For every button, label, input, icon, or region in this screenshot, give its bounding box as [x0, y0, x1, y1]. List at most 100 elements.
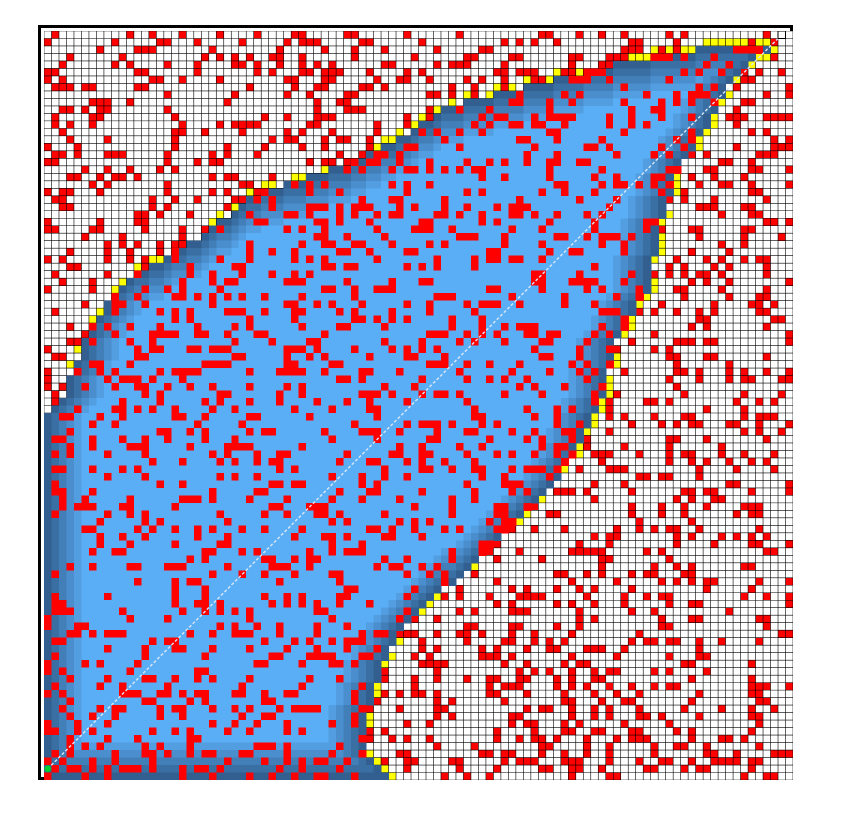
- obstacle-cell: [688, 450, 696, 458]
- obstacle-cell: [748, 457, 756, 466]
- frontier-cell: [650, 45, 659, 54]
- obstacle-cell: [560, 660, 569, 668]
- obstacle-cell: [568, 757, 576, 766]
- frontier-cell: [388, 135, 397, 144]
- obstacle-cell: [598, 547, 606, 556]
- obstacle-cell: [665, 31, 674, 39]
- obstacle-cell: [403, 765, 412, 773]
- obstacle-cell: [253, 31, 262, 39]
- obstacle-cell: [545, 765, 554, 773]
- obstacle-cell: [538, 31, 546, 39]
- obstacle-cell: [575, 53, 584, 61]
- obstacle-cell: [748, 757, 756, 766]
- obstacle-cell: [141, 255, 149, 264]
- obstacle-cell: [455, 630, 464, 638]
- obstacle-cell: [336, 135, 344, 144]
- obstacle-cell: [44, 75, 52, 84]
- obstacle-cell: [553, 38, 561, 46]
- obstacle-cell: [58, 150, 67, 159]
- obstacle-cell: [81, 233, 89, 241]
- frontier-cell: [575, 68, 584, 76]
- obstacle-cell: [665, 450, 674, 458]
- obstacle-cell: [725, 420, 734, 428]
- frontier-cell: [665, 45, 674, 54]
- obstacle-cell: [770, 150, 779, 159]
- obstacle-cell: [785, 750, 793, 758]
- obstacle-cell: [373, 128, 382, 136]
- frontier-cell: [433, 105, 441, 114]
- obstacle-cell: [103, 248, 112, 256]
- obstacle-cell: [763, 697, 771, 706]
- obstacle-cell: [725, 360, 734, 369]
- obstacle-cell: [748, 532, 756, 541]
- obstacle-cell: [673, 682, 681, 691]
- obstacle-cell: [718, 255, 726, 264]
- obstacle-cell: [321, 83, 329, 91]
- frontier-cell: [710, 120, 719, 129]
- obstacle-cell: [598, 31, 606, 39]
- frontier-cell: [620, 330, 629, 339]
- obstacle-cell: [478, 652, 486, 661]
- frontier-cell: [650, 285, 659, 294]
- obstacle-cell: [703, 652, 711, 661]
- obstacle-cell: [433, 660, 441, 668]
- obstacle-cell: [568, 705, 576, 713]
- obstacle-cell: [208, 158, 217, 166]
- frontier-cell: [605, 375, 614, 384]
- obstacle-cell: [133, 68, 142, 76]
- obstacle-cell: [695, 308, 704, 316]
- obstacle-cell: [688, 577, 696, 586]
- obstacle-cell: [515, 735, 524, 743]
- obstacle-cell: [568, 68, 576, 76]
- frontier-cell: [575, 442, 584, 451]
- obstacle-cell: [590, 480, 599, 488]
- obstacle-cell: [710, 203, 719, 211]
- obstacle-cell: [523, 592, 531, 601]
- obstacle-cell: [665, 555, 674, 563]
- obstacle-cell: [710, 750, 719, 758]
- obstacle-cell: [411, 675, 419, 683]
- obstacle-cell: [770, 750, 779, 758]
- goal-marker[interactable]: [777, 31, 786, 39]
- obstacle-cell: [268, 53, 277, 61]
- obstacle-cell: [650, 345, 659, 354]
- frontier-cell: [710, 113, 719, 121]
- obstacle-cell: [381, 667, 389, 676]
- frontier-cell: [643, 53, 651, 61]
- obstacle-cell: [44, 285, 52, 294]
- obstacle-cell: [418, 645, 426, 653]
- obstacle-cell: [740, 233, 749, 241]
- obstacle-cell: [680, 487, 689, 496]
- obstacle-cell: [748, 502, 756, 511]
- obstacle-cell: [635, 308, 644, 316]
- obstacle-cell: [785, 480, 793, 488]
- obstacle-cell: [740, 255, 749, 264]
- search-grid[interactable]: [44, 31, 793, 780]
- obstacle-cell: [613, 465, 621, 473]
- obstacle-cell: [763, 150, 771, 159]
- obstacle-cell: [770, 398, 779, 406]
- obstacle-cell: [673, 383, 681, 391]
- start-marker[interactable]: [44, 765, 52, 773]
- obstacle-cell: [246, 120, 254, 129]
- obstacle-cell: [156, 75, 164, 84]
- obstacle-cell: [396, 690, 404, 698]
- obstacle-cell: [718, 180, 726, 189]
- obstacle-cell: [583, 487, 591, 496]
- obstacle-cell: [695, 315, 704, 324]
- obstacle-cell: [665, 622, 674, 631]
- obstacle-cell: [605, 742, 614, 751]
- obstacle-cell: [665, 682, 674, 691]
- obstacle-cell: [560, 570, 569, 578]
- obstacle-cell: [425, 735, 434, 743]
- obstacle-cell: [440, 772, 449, 780]
- obstacle-cell: [740, 98, 749, 106]
- obstacle-cell: [418, 637, 426, 646]
- obstacle-cell: [126, 255, 134, 264]
- obstacle-cell: [44, 68, 52, 76]
- obstacle-cell: [553, 570, 561, 578]
- obstacle-cell: [650, 270, 659, 279]
- obstacle-cell: [733, 113, 741, 121]
- obstacle-cell: [710, 263, 719, 271]
- obstacle-cell: [665, 442, 674, 451]
